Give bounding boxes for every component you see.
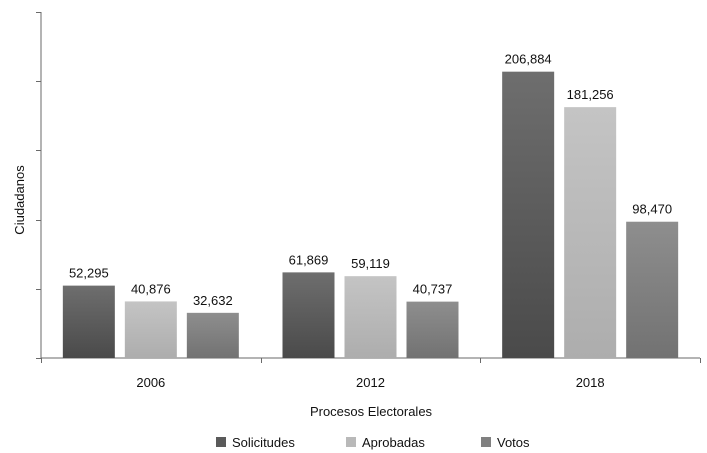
bar-votos-2012 <box>406 301 459 358</box>
data-label: 59,119 <box>351 256 390 271</box>
data-labels: 52,295 40,876 32,632 61,869 59,119 40,737 206,… <box>69 52 672 308</box>
category-labels: 2006 2012 2018 <box>136 375 604 390</box>
data-label: 52,295 <box>69 266 109 281</box>
legend-swatch-aprobadas <box>346 437 356 447</box>
legend: Solicitudes Aprobadas Votos <box>216 435 530 450</box>
bar-solicitudes-2018 <box>502 71 555 358</box>
bar-votos-2006 <box>186 312 239 358</box>
data-label: 206,884 <box>505 52 552 67</box>
legend-label-votos: Votos <box>497 435 530 450</box>
data-label: 181,256 <box>567 87 614 102</box>
y-ticks <box>36 12 41 359</box>
data-label: 98,470 <box>632 202 672 217</box>
x-ticks <box>41 358 701 363</box>
bar-solicitudes-2012 <box>282 272 335 358</box>
y-axis-title: Ciudadanos <box>12 165 27 235</box>
data-label: 61,869 <box>289 252 329 267</box>
bar-aprobadas-2018 <box>564 107 617 358</box>
bars <box>62 71 679 358</box>
x-tick-label: 2012 <box>356 375 385 390</box>
data-label: 32,632 <box>193 293 233 308</box>
legend-swatch-solicitudes <box>216 437 226 447</box>
legend-swatch-votos <box>481 437 491 447</box>
bar-aprobadas-2006 <box>124 301 177 358</box>
data-label: 40,737 <box>413 282 453 297</box>
legend-label-aprobadas: Aprobadas <box>362 435 425 450</box>
x-tick-label: 2006 <box>136 375 165 390</box>
x-axis-title: Procesos Electorales <box>310 404 433 419</box>
bar-aprobadas-2012 <box>344 276 397 358</box>
legend-label-solicitudes: Solicitudes <box>232 435 295 450</box>
bar-solicitudes-2006 <box>62 285 115 358</box>
data-label: 40,876 <box>131 281 171 296</box>
x-tick-label: 2018 <box>576 375 605 390</box>
bar-votos-2018 <box>626 221 679 358</box>
